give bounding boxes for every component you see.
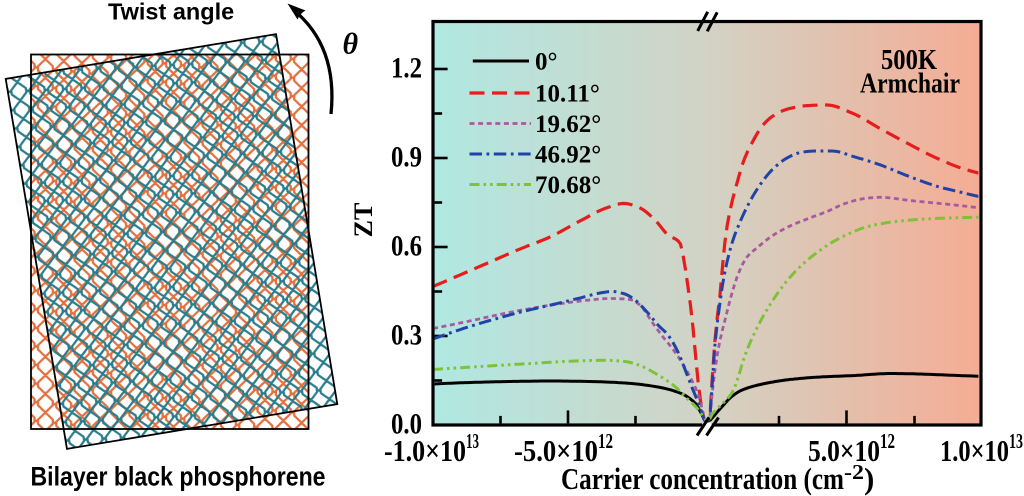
svg-text:ZT: ZT — [349, 203, 378, 238]
svg-text:-5.0×10: -5.0×10 — [514, 433, 598, 468]
svg-text:0.0: 0.0 — [391, 407, 422, 440]
svg-text:1.2: 1.2 — [391, 51, 422, 84]
svg-text:12: 12 — [598, 429, 613, 453]
svg-text:0.6: 0.6 — [391, 229, 422, 262]
svg-text:Carrier concentration (cm-2): Carrier concentration (cm-2) — [561, 460, 874, 496]
svg-text:19.62°: 19.62° — [535, 111, 601, 138]
svg-text:θ: θ — [343, 28, 359, 61]
svg-text:13: 13 — [466, 429, 479, 453]
svg-text:13: 13 — [1009, 429, 1023, 453]
svg-text:0.3: 0.3 — [391, 318, 422, 351]
svg-text:Armchair: Armchair — [860, 69, 960, 100]
svg-text:Twist angle: Twist angle — [108, 0, 234, 25]
svg-text:-1.0×10: -1.0×10 — [384, 433, 466, 468]
svg-text:1.0×10: 1.0×10 — [940, 433, 1009, 468]
svg-text:500K: 500K — [881, 45, 937, 76]
svg-text:12: 12 — [880, 429, 895, 453]
svg-text:0°: 0° — [535, 49, 558, 76]
svg-text:46.92°: 46.92° — [535, 142, 601, 169]
svg-text:0.9: 0.9 — [391, 140, 422, 173]
svg-text:10.11°: 10.11° — [535, 81, 600, 108]
svg-text:Bilayer black phosphorene: Bilayer black phosphorene — [31, 462, 326, 492]
svg-text:70.68°: 70.68° — [535, 172, 601, 199]
svg-text:5.0×10: 5.0×10 — [808, 433, 880, 468]
